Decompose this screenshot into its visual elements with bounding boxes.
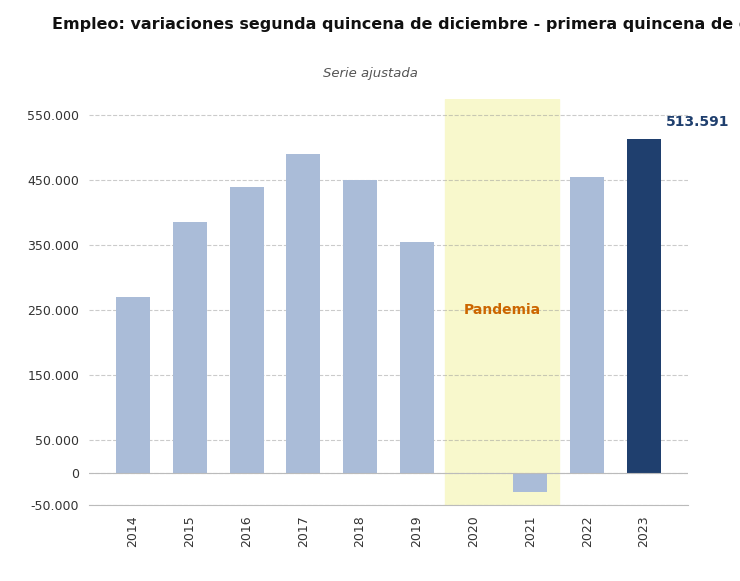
Text: Serie ajustada: Serie ajustada bbox=[323, 67, 417, 80]
Bar bbox=[570, 177, 604, 473]
Bar bbox=[229, 187, 263, 473]
Bar bbox=[627, 139, 661, 473]
Text: Pandemia: Pandemia bbox=[463, 303, 541, 317]
Bar bbox=[445, 99, 559, 505]
Bar bbox=[514, 473, 548, 493]
Bar bbox=[116, 297, 150, 473]
Bar bbox=[400, 242, 434, 473]
Bar bbox=[173, 223, 207, 473]
Bar bbox=[286, 154, 320, 473]
Text: Empleo: variaciones segunda quincena de diciembre - primera quincena de octubre: Empleo: variaciones segunda quincena de … bbox=[52, 17, 740, 33]
Text: 513.591: 513.591 bbox=[665, 115, 729, 129]
Bar bbox=[343, 180, 377, 473]
